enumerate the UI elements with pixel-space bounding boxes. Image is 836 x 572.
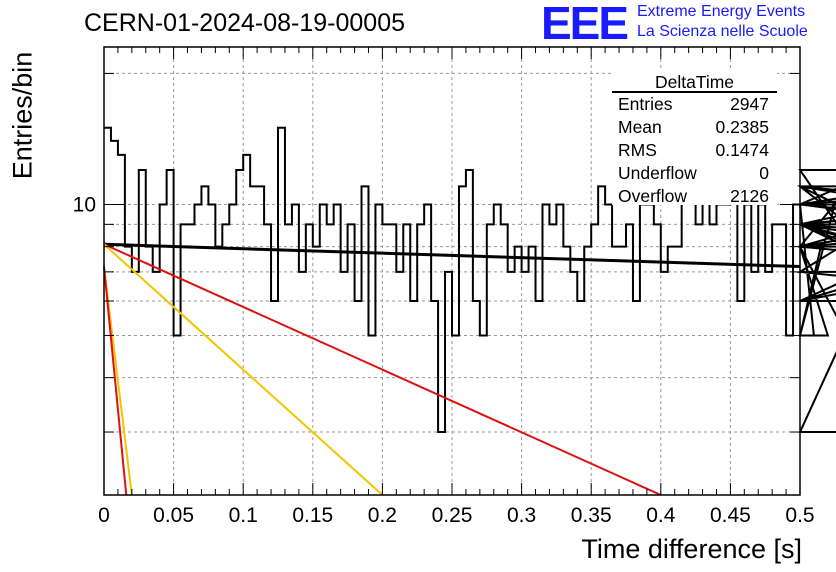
x-tick-label: 0.5 bbox=[785, 504, 814, 527]
y-tick-label: 10 bbox=[73, 193, 96, 216]
stats-value: 2126 bbox=[730, 186, 769, 206]
x-axis-label: Time difference [s] bbox=[581, 534, 802, 564]
histogram-line bbox=[104, 126, 836, 434]
chart-title: CERN-01-2024-08-19-00005 bbox=[84, 9, 406, 37]
stats-value: 0.2385 bbox=[715, 117, 769, 137]
x-tick-label: 0.1 bbox=[229, 504, 258, 527]
fit-curve-4 bbox=[103, 266, 128, 496]
x-tick-label: 0 bbox=[98, 504, 110, 527]
stats-label: Entries bbox=[618, 94, 673, 114]
stats-value: 0.1474 bbox=[715, 140, 769, 160]
stats-value: 2947 bbox=[730, 94, 769, 114]
project-name: Extreme Energy Events bbox=[637, 3, 806, 20]
stats-label: Overflow bbox=[618, 186, 687, 206]
x-tick-label: 0.05 bbox=[153, 504, 194, 527]
x-tick-label: 0.3 bbox=[507, 504, 536, 527]
fit-curve-0 bbox=[103, 242, 801, 269]
eee-logo: EEE bbox=[541, 0, 629, 49]
x-tick-label: 0.15 bbox=[292, 504, 333, 527]
fit-curve-1 bbox=[103, 243, 662, 496]
x-tick-label: 0.2 bbox=[368, 504, 397, 527]
x-tick-label: 0.45 bbox=[710, 504, 751, 527]
x-tick-label: 0.25 bbox=[432, 504, 473, 527]
stats-title: DeltaTime bbox=[655, 72, 734, 92]
project-subtitle: La Scienza nelle Scuole bbox=[637, 23, 808, 40]
stats-label: Mean bbox=[618, 117, 662, 137]
x-tick-label: 0.35 bbox=[571, 504, 612, 527]
stats-value: 0 bbox=[759, 163, 769, 183]
fit-curve-2 bbox=[103, 243, 384, 496]
x-tick-label: 0.4 bbox=[646, 504, 676, 527]
stats-label: RMS bbox=[618, 140, 657, 160]
stats-label: Underflow bbox=[618, 163, 697, 183]
